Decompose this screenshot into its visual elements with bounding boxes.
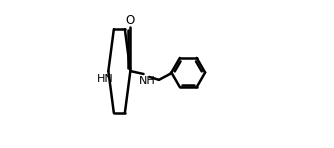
Text: HN: HN — [97, 74, 114, 84]
Text: NH: NH — [139, 76, 156, 86]
Text: O: O — [126, 14, 135, 27]
